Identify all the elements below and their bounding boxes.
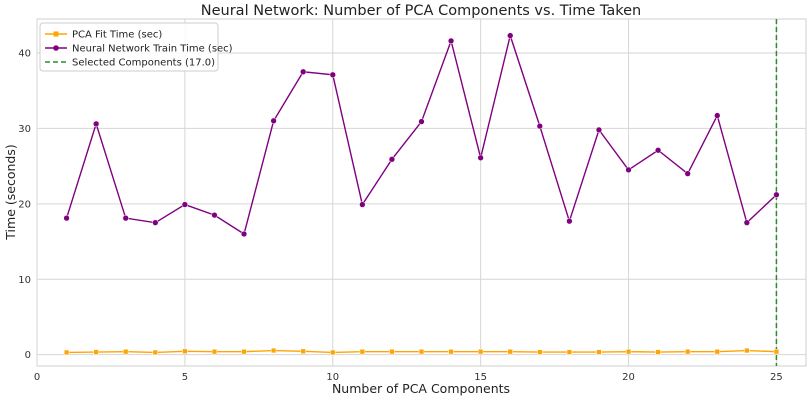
- data-point: [330, 349, 336, 356]
- x-tick-label: 25: [770, 372, 783, 383]
- data-point: [448, 349, 454, 355]
- series-group: [63, 32, 780, 356]
- data-point: [359, 201, 366, 208]
- data-point: [566, 218, 573, 225]
- legend-selected-label: Selected Components (17.0): [72, 58, 215, 69]
- data-point: [566, 349, 573, 355]
- data-point: [625, 349, 632, 355]
- data-point: [63, 214, 70, 222]
- data-point: [596, 349, 602, 355]
- data-point: [418, 118, 425, 125]
- data-point: [93, 349, 99, 355]
- data-point: [93, 120, 100, 128]
- data-point: [270, 347, 277, 354]
- data-point: [595, 126, 603, 134]
- x-tick-label: 20: [622, 372, 635, 383]
- data-point: [743, 219, 750, 226]
- data-point: [477, 154, 484, 161]
- data-point: [389, 349, 395, 355]
- y-axis-title: Time (seconds): [3, 144, 18, 240]
- data-point: [478, 349, 484, 355]
- data-point: [241, 349, 247, 355]
- x-axis-title: Number of PCA Components: [332, 381, 510, 396]
- data-point: [270, 117, 277, 124]
- data-point: [773, 191, 780, 198]
- legend-nn-label: Neural Network Train Time (sec): [72, 44, 233, 55]
- series-pca-fit-time: [63, 347, 780, 356]
- y-tick-label: 0: [25, 350, 31, 361]
- y-tick-label: 20: [18, 199, 31, 210]
- plot-area: [36, 18, 807, 367]
- data-point: [625, 166, 632, 174]
- data-point: [684, 170, 691, 177]
- data-point: [537, 349, 543, 355]
- data-point: [447, 37, 455, 45]
- data-point: [536, 122, 543, 130]
- y-tick-label: 10: [18, 275, 31, 286]
- data-point: [329, 71, 336, 78]
- y-tick-label: 40: [18, 48, 31, 59]
- data-point: [418, 349, 425, 355]
- legend-pca-marker: [53, 31, 59, 37]
- x-tick-label: 5: [182, 372, 188, 383]
- legend-box: [39, 22, 219, 72]
- data-point: [300, 68, 307, 75]
- series-nn-train-time: [63, 32, 780, 238]
- legend-nn-marker: [53, 45, 59, 51]
- x-ticks: 0 5 10 15 20 25: [34, 372, 783, 383]
- x-tick-label: 0: [34, 372, 40, 383]
- data-point: [240, 230, 248, 238]
- data-point: [152, 219, 159, 226]
- data-point: [744, 347, 750, 354]
- data-point: [654, 147, 662, 154]
- data-point: [773, 349, 780, 355]
- data-point: [714, 349, 720, 355]
- data-point: [182, 348, 188, 354]
- data-point: [152, 349, 158, 356]
- data-point: [300, 348, 306, 354]
- x-tick-label: 10: [326, 372, 339, 383]
- data-point: [388, 156, 396, 163]
- data-point: [714, 112, 721, 119]
- legend-pca-label: PCA Fit Time (sec): [72, 30, 162, 41]
- data-point: [122, 214, 129, 222]
- legend: PCA Fit Time (sec) Neural Network Train …: [39, 22, 233, 72]
- x-tick-label: 15: [474, 372, 487, 383]
- data-point: [123, 349, 129, 355]
- data-point: [507, 349, 513, 355]
- data-point: [685, 349, 691, 355]
- data-point: [211, 211, 218, 219]
- data-point: [507, 32, 514, 39]
- data-point: [181, 201, 189, 208]
- data-point: [211, 349, 218, 355]
- chart-title: Neural Network: Number of PCA Components…: [201, 3, 641, 19]
- y-tick-label: 30: [18, 124, 31, 135]
- data-point: [655, 349, 661, 355]
- y-ticks: 0 10 20 30 40: [18, 48, 31, 361]
- data-point: [359, 349, 365, 355]
- data-point: [63, 349, 70, 356]
